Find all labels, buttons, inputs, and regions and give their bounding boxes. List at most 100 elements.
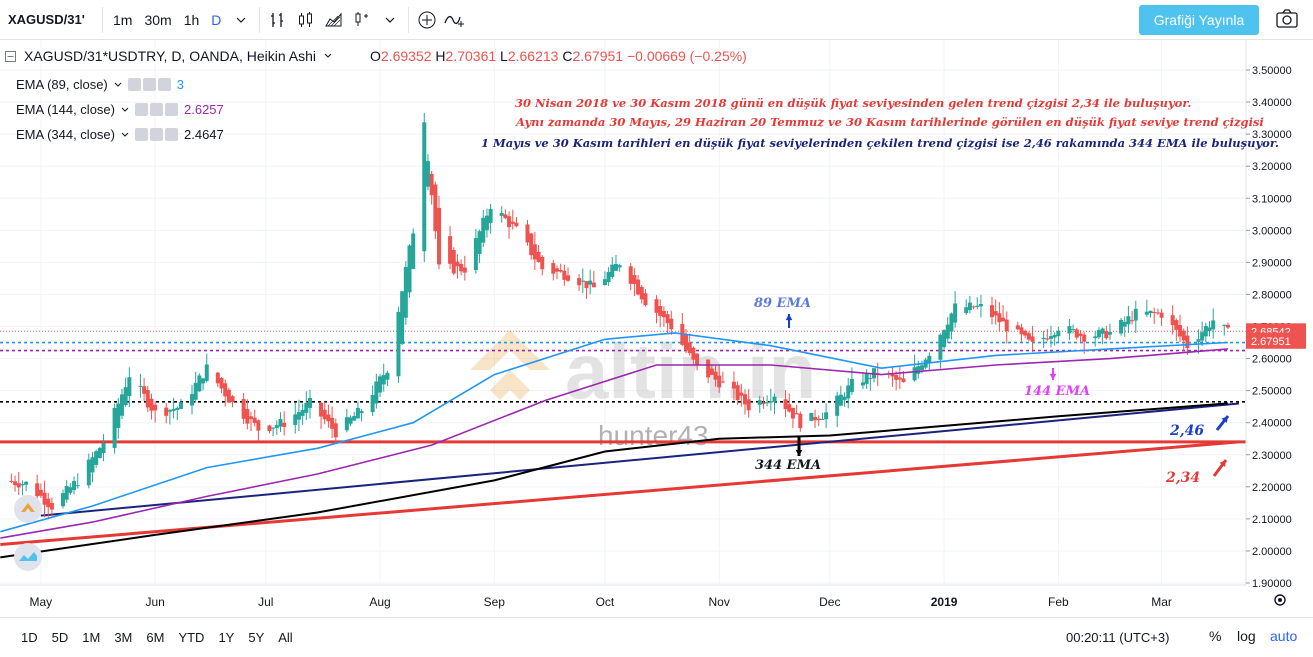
gear-icon xyxy=(150,128,163,141)
timeframe-d[interactable]: D xyxy=(211,11,222,28)
publish-button[interactable]: Grafiği Yayınla xyxy=(1139,5,1259,35)
compare-icon[interactable] xyxy=(348,6,376,34)
candle-body xyxy=(684,334,689,351)
candle-body xyxy=(617,265,622,268)
candle-body xyxy=(293,414,298,425)
candle-body xyxy=(64,485,69,500)
annotation-note-3: 1 Mayıs ve 30 Kasım tarihleri en düşük f… xyxy=(481,136,1279,150)
percent-toggle[interactable]: % xyxy=(1209,628,1222,644)
auto-toggle[interactable]: auto xyxy=(1270,628,1298,644)
candle-body xyxy=(484,215,489,231)
candle-body xyxy=(164,407,169,416)
candle-body xyxy=(197,375,202,392)
add-indicator-icon[interactable] xyxy=(413,6,441,34)
range-ytd[interactable]: YTD xyxy=(178,630,205,645)
range-1m[interactable]: 1M xyxy=(82,630,101,645)
candle-body xyxy=(706,359,711,378)
altin-logo-icon xyxy=(470,330,550,400)
candle-body xyxy=(551,263,556,274)
ema344-label: 344 EMA xyxy=(755,458,822,473)
candle-body xyxy=(566,275,571,281)
candle-body xyxy=(16,483,21,488)
candle-body xyxy=(190,394,195,406)
low-label: L xyxy=(500,48,508,64)
candle-body xyxy=(153,404,158,411)
candle-body xyxy=(967,302,972,311)
candle-body xyxy=(1071,329,1076,331)
x-tick-label: Jul xyxy=(258,595,273,609)
indicators-icon[interactable] xyxy=(441,6,469,34)
candle-body xyxy=(381,375,386,385)
candle-body xyxy=(558,270,563,272)
high-value: 2.70361 xyxy=(445,48,497,64)
clock[interactable]: 00:20:11 (UTC+3) xyxy=(1066,630,1170,645)
range-3m[interactable]: 3M xyxy=(114,630,133,645)
chevron-down-icon[interactable] xyxy=(227,6,255,34)
candle-body xyxy=(532,244,537,260)
high-label: H xyxy=(435,48,446,64)
candle-body xyxy=(1133,308,1138,321)
candle-body xyxy=(525,224,530,243)
candle-body xyxy=(554,268,559,272)
candle-body xyxy=(437,207,442,265)
area-chart-icon[interactable] xyxy=(320,6,348,34)
candle-body xyxy=(717,375,722,388)
candle-body xyxy=(1045,338,1050,340)
candle-body xyxy=(990,305,994,318)
log-toggle[interactable]: log xyxy=(1237,628,1256,644)
indicator-buttons xyxy=(135,103,178,116)
x-tick-label: Feb xyxy=(1048,595,1069,609)
range-5y[interactable]: 5Y xyxy=(248,630,265,645)
indicator-value: 3 xyxy=(176,77,184,92)
collapse-icon[interactable] xyxy=(5,50,16,62)
legend-title: XAGUSD/31*USDTRY, D, OANDA, Heikin Ashi xyxy=(24,48,317,64)
candle-body xyxy=(42,492,47,505)
candle-body xyxy=(735,385,740,401)
ema144-arrow-head xyxy=(1049,373,1057,380)
y-tick-label: 3.10000 xyxy=(1252,193,1292,205)
candle-body xyxy=(529,233,534,256)
low-value: 2.66213 xyxy=(507,48,559,64)
candle-body xyxy=(540,256,545,270)
candle-body xyxy=(798,413,803,429)
chevron-down-icon[interactable] xyxy=(324,53,332,59)
candle-body xyxy=(488,208,493,223)
camera-icon[interactable] xyxy=(1274,6,1302,34)
symbol-name[interactable]: XAGUSD/31' xyxy=(8,12,85,27)
candle-body xyxy=(60,493,65,507)
range-1y[interactable]: 1Y xyxy=(218,630,235,645)
candle-body xyxy=(193,382,198,400)
candle-body xyxy=(49,502,54,510)
candle-body xyxy=(1001,317,1006,322)
timeframe-1m[interactable]: 1m xyxy=(113,11,133,28)
candle-body xyxy=(709,368,714,375)
chevron-down-icon[interactable] xyxy=(376,6,404,34)
y-tick-label: 2.90000 xyxy=(1252,257,1292,269)
side-logos xyxy=(14,495,42,571)
legend-ema-344[interactable]: EMA (344, close) 2.4647 xyxy=(16,127,224,142)
range-1d[interactable]: 1D xyxy=(21,630,38,645)
candle-body xyxy=(1185,335,1190,349)
candle-body xyxy=(274,425,279,428)
range-6m[interactable]: 6M xyxy=(146,630,165,645)
range-5d[interactable]: 5D xyxy=(51,630,69,645)
timeframe-1h[interactable]: 1h xyxy=(183,11,200,28)
candle-body xyxy=(661,310,666,318)
x-axis: May Jun Jul Aug Sep Oct Nov Dec 2019 Feb Mar xyxy=(0,584,1246,609)
legend-ema-144[interactable]: EMA (144, close) 2.6257 xyxy=(16,102,224,117)
candle-body xyxy=(223,383,228,397)
candle-body xyxy=(919,365,924,371)
timeframe-30m[interactable]: 30m xyxy=(144,11,172,28)
bar-chart-icon[interactable] xyxy=(264,6,292,34)
trend-line xyxy=(0,440,1240,547)
candle-body xyxy=(75,485,80,487)
candle-body xyxy=(562,270,567,280)
legend-ema-89[interactable]: EMA (89, close) 3 xyxy=(16,77,184,92)
range-all[interactable]: All xyxy=(278,630,293,645)
candle-body xyxy=(359,411,364,414)
price-chart[interactable]: altin.in hunter43 1.900002.000002.100002… xyxy=(0,40,1313,617)
candles-icon[interactable] xyxy=(292,6,320,34)
candle-body xyxy=(90,457,95,473)
level-246-label: 2,46 xyxy=(1170,423,1205,439)
candle-body xyxy=(787,404,792,412)
